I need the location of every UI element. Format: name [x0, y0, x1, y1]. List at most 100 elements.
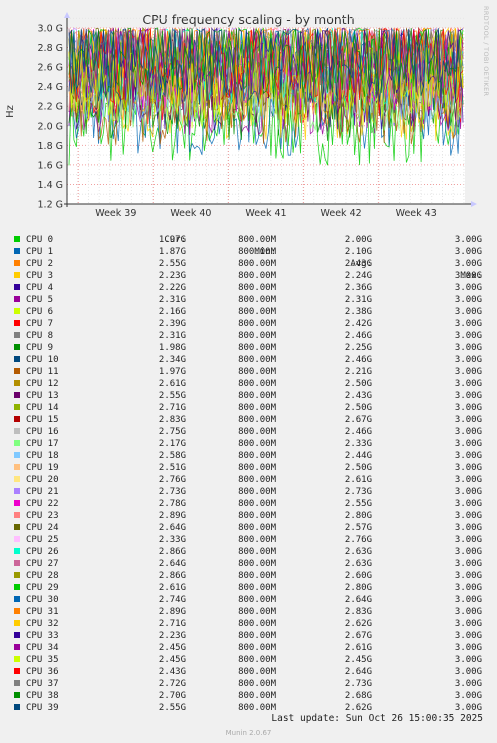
- legend-name: CPU 23: [26, 511, 59, 521]
- legend-name: CPU 33: [26, 631, 59, 641]
- legend-row: CPU 9 1.98G 800.00M 2.25G 3.00G: [14, 342, 490, 354]
- legend-avg: 2.63G: [344, 559, 372, 569]
- legend-cur: 2.61G: [158, 583, 186, 593]
- legend-row: CPU 22 2.78G 800.00M 2.55G 3.00G: [14, 498, 490, 510]
- legend-min: 800.00M: [238, 451, 276, 461]
- legend-max: 3.00G: [454, 535, 482, 545]
- legend-swatch: [14, 680, 20, 686]
- legend-name: CPU 22: [26, 499, 59, 509]
- legend-avg: 2.42G: [344, 319, 372, 329]
- legend-min: 800.00M: [238, 439, 276, 449]
- legend-swatch: [14, 428, 20, 434]
- legend-row: CPU 38 2.70G 800.00M 2.68G 3.00G: [14, 690, 490, 702]
- legend-header-min: Min:: [254, 247, 276, 257]
- y-tick-label: 1.4 G: [38, 180, 64, 191]
- legend-name: CPU 3: [26, 271, 54, 281]
- legend-swatch: [14, 416, 20, 422]
- legend-avg: 2.64G: [344, 595, 372, 605]
- legend-cur: 2.33G: [158, 535, 186, 545]
- legend-max: 3.00G: [454, 523, 482, 533]
- legend-max: 3.00G: [454, 643, 482, 653]
- y-tick-label: 1.8 G: [38, 141, 64, 152]
- legend-min: 800.00M: [238, 547, 276, 557]
- legend-max: 3.00G: [454, 679, 482, 689]
- legend-name: CPU 30: [26, 595, 59, 605]
- legend-name: CPU 38: [26, 691, 59, 701]
- legend-name: CPU 9: [26, 343, 54, 353]
- legend-name: CPU 12: [26, 379, 59, 389]
- x-tick-label: Week 39: [95, 208, 136, 219]
- y-tick-label: 1.2 G: [38, 200, 64, 211]
- legend-header-max: Max:: [460, 271, 482, 281]
- legend-name: CPU 1: [26, 247, 54, 257]
- legend-name: CPU 37: [26, 679, 59, 689]
- last-update: Last update: Sun Oct 26 15:00:35 2025: [271, 713, 483, 724]
- legend-swatch: [14, 536, 20, 542]
- legend-row: CPU 23 2.89G 800.00M 2.80G 3.00G: [14, 510, 490, 522]
- legend-swatch: [14, 368, 20, 374]
- legend-cur: 2.31G: [158, 295, 186, 305]
- legend-swatch: [14, 296, 20, 302]
- legend-row: CPU 12 2.61G 800.00M 2.50G 3.00G: [14, 378, 490, 390]
- legend-row: CPU 39 2.55G 800.00M 2.62G 3.00G: [14, 702, 490, 714]
- legend-row: CPU 18 2.58G 800.00M 2.44G 3.00G: [14, 450, 490, 462]
- legend-name: CPU 20: [26, 475, 59, 485]
- legend-max: 3.00G: [454, 691, 482, 701]
- y-tick-label: 2.4 G: [38, 82, 64, 93]
- legend-cur: 2.45G: [158, 655, 186, 665]
- legend-row: CPU 6 2.16G 800.00M 2.38G 3.00G: [14, 306, 490, 318]
- legend-swatch: [14, 284, 20, 290]
- legend-max: 3.00G: [454, 391, 482, 401]
- legend-cur: 2.31G: [158, 331, 186, 341]
- legend-max: 3.00G: [454, 547, 482, 557]
- y-tick-label: 2.6 G: [38, 63, 64, 74]
- legend-name: CPU 31: [26, 607, 59, 617]
- legend-max: 3.00G: [454, 475, 482, 485]
- legend-max: 3.00G: [454, 259, 482, 269]
- y-tick-label: 2.2 G: [38, 102, 64, 113]
- legend-row: CPU 3 2.23G 800.00M 2.24G 3.00G: [14, 270, 490, 282]
- legend-min: 800.00M: [238, 679, 276, 689]
- legend-avg: 2.36G: [344, 283, 372, 293]
- legend-name: CPU 29: [26, 583, 59, 593]
- legend-row: CPU 2 2.55G 800.00M 2.43G 3.00G: [14, 258, 490, 270]
- legend-row: CPU 4 2.22G 800.00M 2.36G 3.00G: [14, 282, 490, 294]
- legend-swatch: [14, 584, 20, 590]
- plot-area: 1.2 G 1.4 G 1.6 G 1.8 G 2.0 G 2.2 G 2.4 G 2.6 G…: [38, 12, 477, 219]
- legend-swatch: [14, 440, 20, 446]
- legend-min: 800.00M: [238, 307, 276, 317]
- legend-cur: 2.89G: [158, 607, 186, 617]
- legend-max: 3.00G: [454, 559, 482, 569]
- legend-max: 3.00G: [454, 511, 482, 521]
- legend-min: 800.00M: [238, 247, 276, 257]
- legend-cur: 2.73G: [158, 487, 186, 497]
- series-line: [68, 27, 464, 99]
- legend-avg: 2.63G: [344, 547, 372, 557]
- legend-name: CPU 27: [26, 559, 59, 569]
- legend-avg: 2.67G: [344, 415, 372, 425]
- legend-name: CPU 8: [26, 331, 54, 341]
- legend-name: CPU 4: [26, 283, 54, 293]
- legend-header-cur: Cur:: [164, 235, 186, 245]
- legend-avg: 2.46G: [344, 355, 372, 365]
- legend-cur: 2.71G: [158, 619, 186, 629]
- legend-swatch: [14, 356, 20, 362]
- legend-swatch: [14, 380, 20, 386]
- legend-min: 800.00M: [238, 271, 276, 281]
- legend-swatch: [14, 392, 20, 398]
- legend-swatch: [14, 452, 20, 458]
- legend-swatch: [14, 692, 20, 698]
- legend-cur: 2.64G: [158, 559, 186, 569]
- legend-cur: 2.61G: [158, 379, 186, 389]
- legend-avg: 2.43G: [344, 259, 372, 269]
- legend-swatch: [14, 548, 20, 554]
- legend-row: CPU 28 2.86G 800.00M 2.60G 3.00G: [14, 570, 490, 582]
- x-tick-label: Week 43: [396, 208, 437, 219]
- legend-max: 3.00G: [454, 319, 482, 329]
- legend-max: 3.00G: [454, 631, 482, 641]
- legend-swatch: [14, 476, 20, 482]
- legend-name: CPU 32: [26, 619, 59, 629]
- legend-row: CPU 21 2.73G 800.00M 2.73G 3.00G: [14, 486, 490, 498]
- legend-row: CPU 10 2.34G 800.00M 2.46G 3.00G: [14, 354, 490, 366]
- legend-avg: 2.73G: [344, 487, 372, 497]
